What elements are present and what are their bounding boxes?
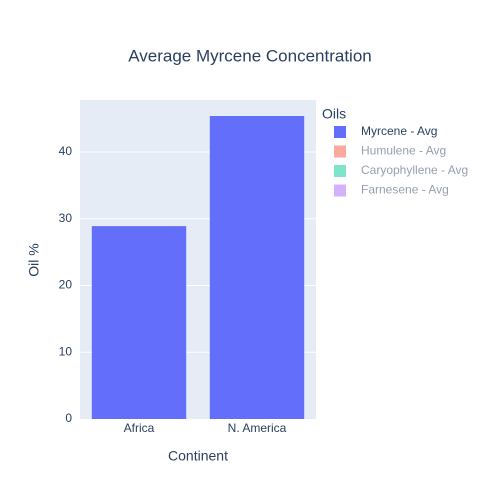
y-tick-label: 10 [59,344,73,358]
legend-label: Farnesene - Avg [361,183,449,197]
x-tick-label: Africa [124,421,155,435]
legend-swatch [334,165,346,177]
legend-label: Humulene - Avg [361,144,446,158]
y-tick-label: 20 [59,278,73,292]
y-tick-label: 40 [59,144,73,158]
legend-title: Oils [322,106,346,122]
bar [91,226,187,419]
x-axis-title: Continent [168,448,228,464]
legend-label: Myrcene - Avg [361,124,437,138]
y-tick-label: 0 [65,411,72,425]
bar [209,116,305,420]
legend-label: Caryophyllene - Avg [361,163,468,177]
x-tick-label: N. America [228,421,287,435]
legend-swatch [334,126,346,138]
legend-swatch [334,145,346,158]
y-tick-label: 30 [59,211,73,225]
legend-swatch [334,184,346,197]
chart-title: Average Myrcene Concentration [128,46,372,65]
y-axis-title: Oil % [26,243,42,276]
